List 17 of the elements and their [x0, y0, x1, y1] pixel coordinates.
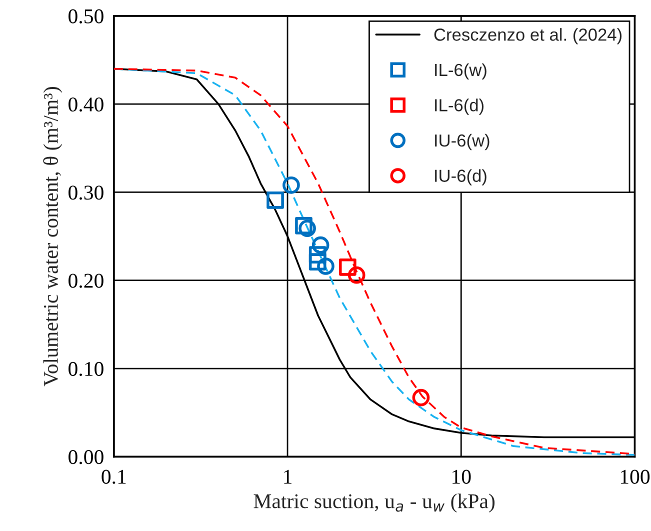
legend-label: IU-6(d) — [435, 169, 486, 186]
legend-label: Cresczenzo et al. (2024) — [434, 28, 622, 44]
x-axis-title: Matric suction, u$_{a}$ - u$_{w}$ (kPa) — [254, 494, 495, 512]
x-tick-label: 0.1 — [102, 470, 126, 484]
x-tick-label: 10 — [452, 470, 471, 484]
y-tick-label: 0.50 — [68, 9, 104, 24]
y-tick-label: 0.20 — [68, 274, 104, 288]
x-tick-label: 100 — [620, 470, 650, 484]
y-axis-title: Volumetric water content, θ (m³/m³) — [43, 87, 62, 386]
x-tick-label: 1 — [284, 470, 292, 484]
y-tick-label: 0.40 — [68, 97, 104, 112]
legend-label: IL-6(w) — [435, 63, 486, 80]
y-tick-label: 0.00 — [68, 450, 104, 464]
y-tick-label: 0.10 — [68, 362, 104, 376]
legend-label: IL-6(d) — [435, 98, 484, 115]
y-tick-label: 0.30 — [68, 186, 104, 200]
legend-label: IU-6(w) — [435, 134, 490, 150]
